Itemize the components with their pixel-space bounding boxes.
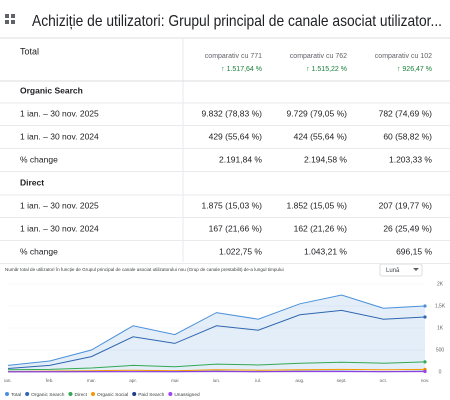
cell: 9.832 (78,83 %) [202,108,263,118]
y-tick-label: 2K [437,281,444,287]
y-tick-label: 1K [437,325,444,331]
x-tick-label: nov. [421,378,429,383]
column-label: comparativ cu 102 [375,53,432,60]
row-label: % change [20,246,58,256]
series-end-point [423,360,427,364]
report-icon [5,14,15,24]
cell: 60 (58,82 %) [383,131,432,141]
column-label: comparativ cu 771 [205,53,262,60]
cell: 1.875 (15,03 %) [202,200,263,210]
cell: 1.203,33 % [389,154,432,164]
row-label: 1 ian. – 30 nov. 2025 [20,200,99,210]
legend-marker [68,392,73,396]
x-tick-label: mar. [87,378,96,383]
series-end-point [423,369,427,374]
x-tick-label: iul. [255,378,261,383]
row-label: 1 ian. – 30 nov. 2024 [20,223,99,233]
cell: 26 (25,49 %) [383,223,432,233]
column-label: comparativ cu 762 [290,53,347,60]
x-tick-label: oct. [380,378,387,383]
cell: 429 (55,64 %) [209,131,263,141]
series-end-point [423,315,427,319]
cell: 9.729 (79,05 %) [287,108,348,118]
legend-marker [25,392,30,396]
cell: 1.043,21 % [304,246,347,256]
column-change: ↑ 1.517,64 % [221,66,262,73]
legend-label: Organic Social [97,392,128,398]
column-change: ↑ 1.515,22 % [306,66,347,73]
granularity-dropdown[interactable]: Lună [379,263,423,277]
x-tick-label: aug. [295,378,304,383]
legend-marker [91,392,95,396]
row-label: 1 ian. – 30 nov. 2024 [20,131,99,141]
cell: 1.022,75 % [219,246,262,256]
legend-label: Unassigned [174,392,200,398]
row-label: 1 ian. – 30 nov. 2025 [20,108,99,118]
x-tick-label: iun. [213,378,220,383]
x-tick-label: sept. [337,378,347,383]
series-end-point [423,304,427,308]
column-change: ↑ 926,47 % [397,66,432,73]
cell: 424 (55,64 %) [294,131,348,141]
legend-marker [5,392,9,396]
series-line [7,361,426,371]
cell: 696,15 % [396,246,432,256]
y-tick-label: 0 [439,369,442,375]
section-label: Direct [20,177,44,187]
cell: 1.852 (15,05 %) [287,200,348,210]
page-title: Achiziție de utilizatori: Grupul princip… [32,13,442,30]
x-tick-label: feb. [46,378,54,383]
legend-label: Paid Search [138,392,164,398]
x-tick-label: mai [171,378,178,383]
legend-marker [132,392,137,396]
legend-label: Direct [74,392,87,398]
row-label: % change [20,154,58,164]
legend-label: Organic Search [31,392,65,398]
legend-label: Total [11,392,21,398]
series-line [7,368,426,373]
table-header-label: Total [20,46,39,56]
cell: 207 (19,77 %) [379,200,433,210]
chart-title: Număr total de utilizatori în funcție de… [5,267,284,272]
y-tick-label: 1,5K [435,303,446,309]
cell: 782 (74,69 %) [379,108,433,118]
cell: 2.194,58 % [304,154,347,164]
y-tick-label: 500 [436,347,445,353]
cell: 167 (21,66 %) [209,223,263,233]
cell: 2.191,84 % [219,154,262,164]
cell: 162 (21,26 %) [294,223,348,233]
section-label: Organic Search [20,85,83,95]
series-area [8,295,425,372]
dropdown-label: Lună [386,268,400,274]
series-line [7,309,426,369]
series-line [7,294,426,366]
legend-marker [168,392,173,396]
x-tick-label: apr. [129,378,137,383]
x-tick-label: ian. [4,378,11,383]
